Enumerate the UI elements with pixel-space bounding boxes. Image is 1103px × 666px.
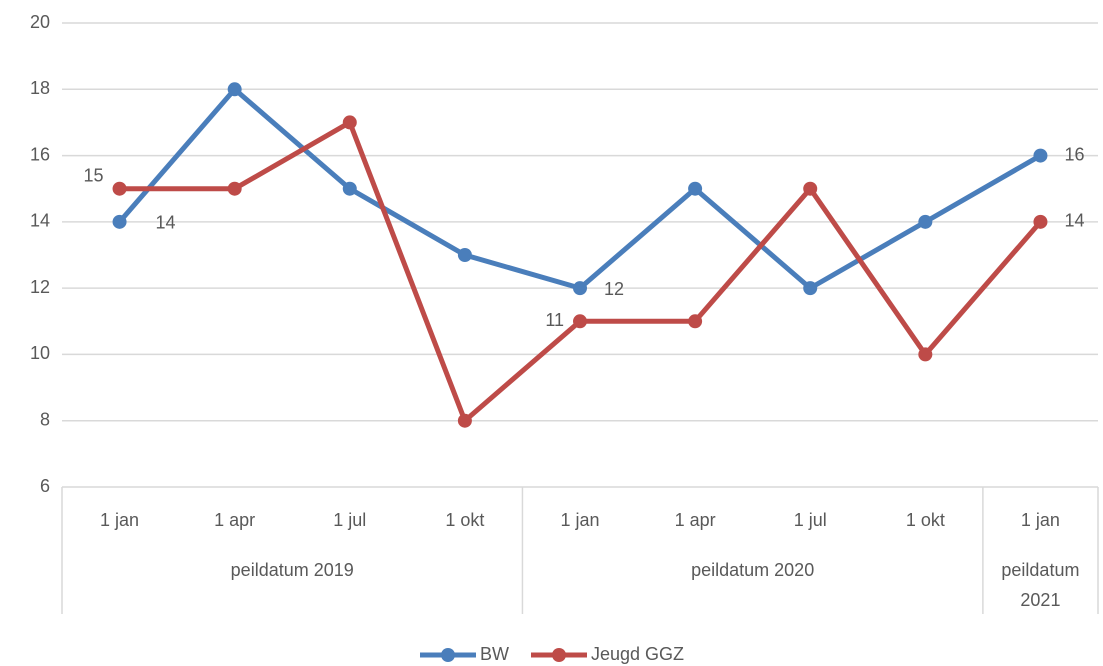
point [227,82,242,97]
point [688,181,703,196]
legend-label: Jeugd GGZ [591,644,684,664]
x-tick-label: 1 okt [445,510,484,530]
point [457,248,472,262]
data-label: 14 [1064,211,1084,231]
point [227,181,242,196]
legend-marker [552,648,566,662]
point [573,314,587,329]
x-tick-label: 1 okt [906,510,945,530]
point [112,181,127,196]
x-tick-label: 1 apr [214,510,255,530]
point [457,413,472,428]
data-label: 14 [156,213,176,233]
data-label: 16 [1064,144,1084,164]
y-tick-label: 6 [40,476,50,496]
legend-marker [441,648,455,662]
x-tick-label: 1 jul [794,510,827,530]
line [119,119,1043,424]
y-tick-label: 12 [30,277,50,297]
point [803,181,818,196]
point [918,347,933,362]
point [573,281,587,296]
y-tick-label: 20 [30,12,50,32]
point [918,214,933,229]
x-tick-label: 1 jan [560,510,599,530]
x-tick-label: 1 jul [333,510,366,530]
y-tick-label: 18 [30,78,50,98]
point [1033,214,1048,229]
group-label: peildatum 2019 [230,560,354,580]
y-tick-label: 8 [40,409,50,429]
point [112,214,127,229]
point [803,281,818,296]
legend-label: BW [480,644,509,664]
group-label: peildatum 2020 [691,560,815,580]
y-tick-label: 16 [30,144,50,164]
data-label: 15 [84,165,104,185]
point [1033,148,1048,163]
x-tick-label: 1 jan [1021,510,1060,530]
group-label: peildatum 2021 [1001,560,1080,610]
point [342,181,357,196]
line [117,86,1042,291]
point [688,314,703,329]
x-tick-label: 1 apr [675,510,716,530]
x-tick-label: 1 jan [100,510,139,530]
data-label: 12 [604,279,624,299]
y-tick-label: 10 [30,343,50,363]
data-label: 11 [545,310,564,330]
point [342,115,357,130]
y-tick-label: 14 [30,211,50,231]
